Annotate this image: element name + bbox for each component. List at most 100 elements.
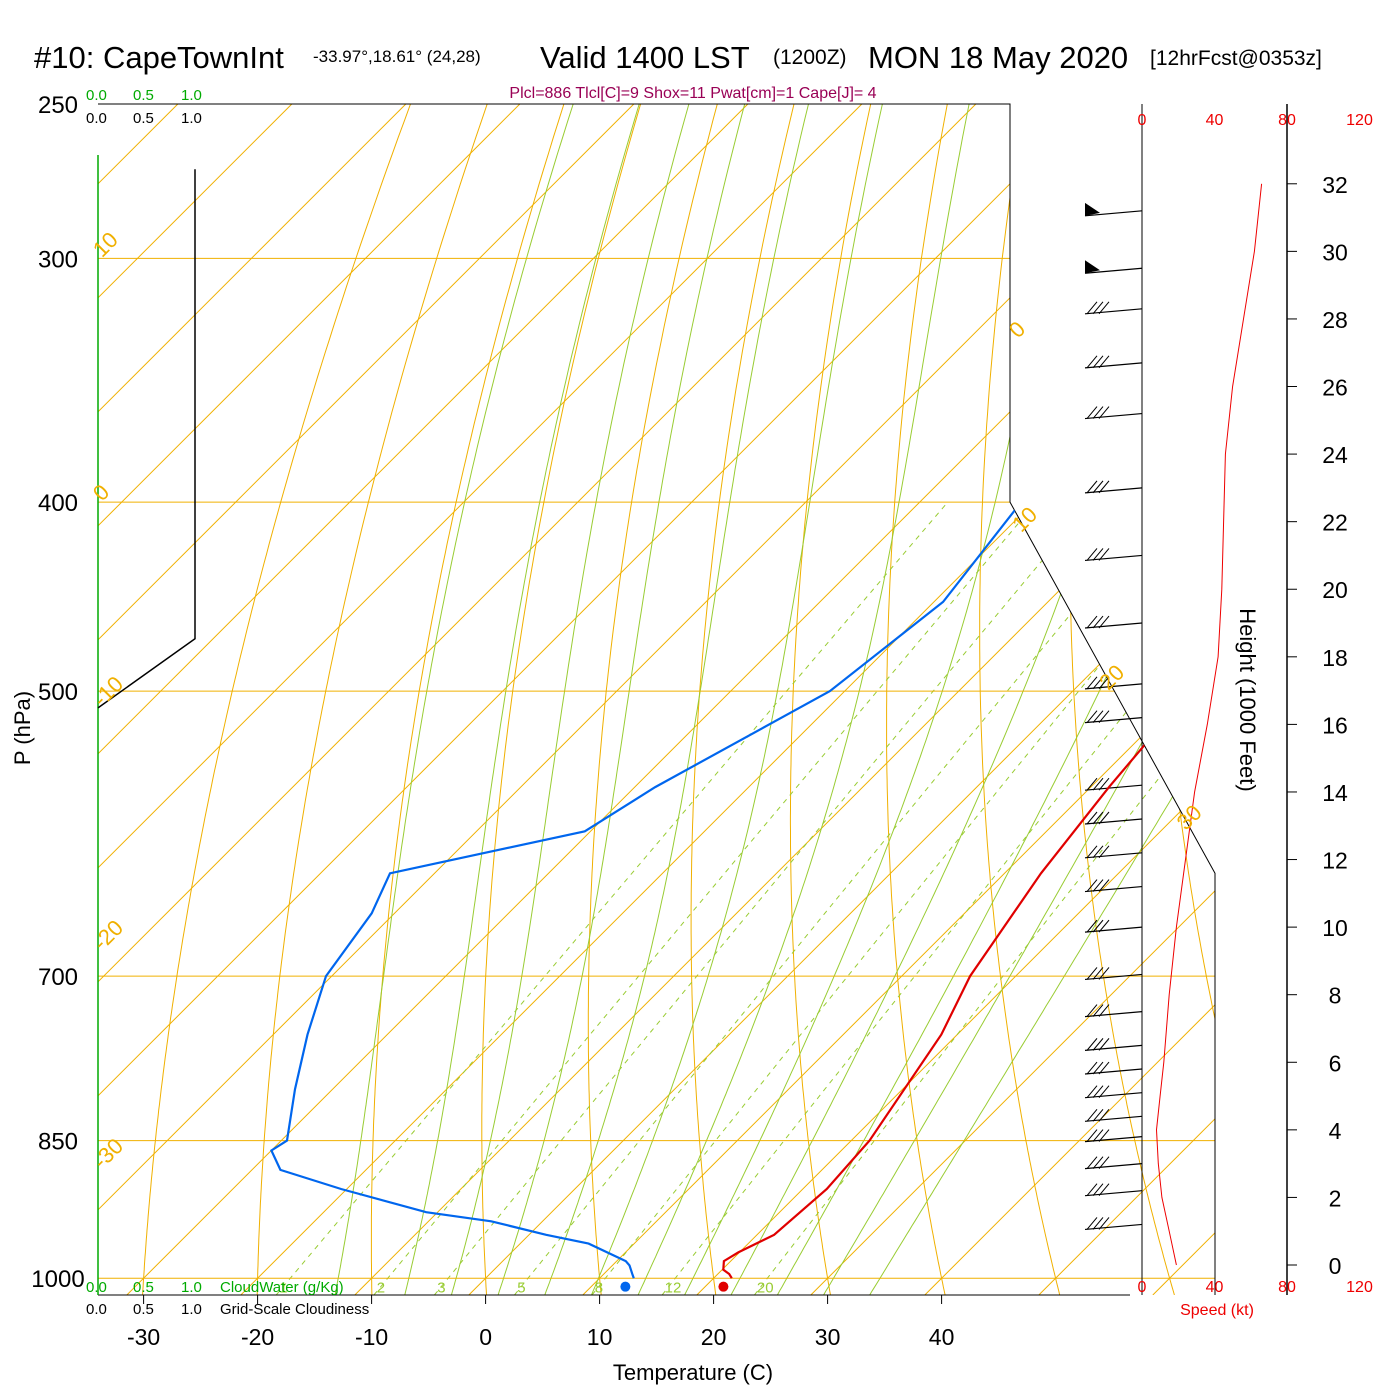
- cloudiness-bottom-0: 0.0: [86, 1301, 107, 1318]
- wind-barb: [1084, 1183, 1143, 1197]
- temperature-tick-label: 20: [701, 1324, 727, 1350]
- isobar-lines: [98, 104, 1215, 1279]
- isotherm-line: [1038, 104, 1215, 1295]
- isotherm-lines: [98, 104, 1215, 1295]
- surface-dewpoint-marker: [620, 1281, 631, 1292]
- cloudwater-top-0: 0.0: [86, 87, 107, 104]
- cloudiness-line: [97, 169, 196, 709]
- speed-tick-label-bottom: 0: [1138, 1279, 1147, 1296]
- height-tick-label: 2: [1329, 1185, 1342, 1211]
- cloudiness-profile: [97, 169, 196, 709]
- height-tick-label: 4: [1329, 1118, 1342, 1144]
- pressure-tick-label: 250: [38, 92, 78, 119]
- height-tick-label: 32: [1322, 172, 1348, 198]
- height-axis-title: Height (1000 Feet): [1235, 608, 1260, 791]
- height-tick-label: 28: [1322, 307, 1348, 333]
- isotherm-line: [98, 104, 1205, 1295]
- pressure-tick-label: 850: [38, 1129, 78, 1156]
- dry-adiabat-line: [142, 104, 411, 1295]
- wind-barb: [1084, 480, 1143, 494]
- cloudwater-bottom-05: 0.5: [133, 1279, 154, 1296]
- height-tick-label: 0: [1329, 1253, 1342, 1279]
- height-tick-label: 12: [1322, 848, 1348, 874]
- isotherm-label: 0: [1004, 316, 1030, 342]
- pressure-tick-label: 400: [38, 490, 78, 517]
- frame-right-edge: [98, 103, 1216, 1295]
- dry-adiabat-line: [690, 104, 795, 1295]
- isotherm-line: [98, 104, 1091, 1295]
- pressure-tick-label: 1000: [31, 1266, 84, 1293]
- speed-tick-label-bottom: 80: [1278, 1279, 1296, 1296]
- temperature-line: [722, 168, 1215, 1279]
- dry-adiabat-line: [1325, 104, 1400, 1295]
- mixing-ratio-lines: [275, 501, 1215, 1295]
- mixing-ratio-line: [275, 501, 949, 1295]
- isotherm-label: -20: [88, 915, 128, 955]
- mixing-ratio-label: 1: [279, 1280, 287, 1297]
- station-title: #10: CapeTownInt: [34, 40, 284, 75]
- speed-tick-label-top: 80: [1278, 112, 1296, 129]
- valid-time: Valid 1400 LST: [540, 40, 750, 75]
- moist-adiabat-line: [808, 104, 1215, 1295]
- isotherm-line: [98, 104, 749, 1295]
- temperature-tick-label: 40: [929, 1324, 955, 1350]
- wind-barb: [1084, 301, 1143, 315]
- wind-barb: [1084, 1129, 1143, 1143]
- pressure-tick-label: 300: [38, 246, 78, 273]
- isotherm-label: -30: [88, 1133, 128, 1173]
- wind-barb: [1084, 710, 1143, 724]
- cloudwater-top-05: 0.5: [133, 87, 154, 104]
- temperature-tick-label: -10: [355, 1324, 388, 1350]
- wind-barb: [1084, 406, 1143, 420]
- wind-barb: [1084, 1156, 1143, 1170]
- forecast-date: MON 18 May 2020: [868, 40, 1128, 75]
- wind-barb: [1084, 777, 1143, 791]
- temperature-tick-label: -30: [127, 1324, 160, 1350]
- cloudiness-top-05: 0.5: [133, 110, 154, 127]
- temperature-tick-label: 30: [815, 1324, 841, 1350]
- moist-adiabat-line: [398, 104, 640, 1295]
- mixing-ratio-label: 3: [437, 1280, 445, 1297]
- speed-tick-label-top: 40: [1206, 112, 1224, 129]
- mixing-ratio-line: [514, 501, 1164, 1295]
- wind-barbs: [1084, 202, 1143, 1231]
- height-tick-label: 10: [1322, 915, 1348, 941]
- mixing-ratio-line: [591, 501, 1215, 1295]
- dry-adiabat-line: [481, 104, 642, 1295]
- height-tick-label: 24: [1322, 442, 1348, 468]
- speed-axis-title: Speed (kt): [1180, 1302, 1254, 1319]
- isotherm-line: [98, 104, 635, 1295]
- moist-adiabat-lines: [329, 104, 1215, 1295]
- wind-speed-line: [1155, 183, 1263, 1266]
- wind-barb: [1084, 1004, 1143, 1018]
- height-tick-label: 6: [1329, 1050, 1342, 1076]
- wind-barb: [1084, 202, 1143, 217]
- wind-barb: [1084, 1217, 1143, 1231]
- wind-barb: [1084, 548, 1143, 562]
- isotherm-line: [98, 104, 521, 1295]
- cloudiness-top-0: 0.0: [86, 110, 107, 127]
- cloudiness-legend: Grid-Scale Cloudiness: [220, 1301, 369, 1318]
- wind-barb: [1084, 615, 1143, 629]
- moist-adiabat-line: [671, 104, 1072, 1295]
- mixing-ratio-label: 5: [517, 1280, 525, 1297]
- speed-tick-label-top: 0: [1138, 112, 1147, 129]
- pressure-tick-label: 700: [38, 964, 78, 991]
- mixing-ratio-label: 2: [377, 1280, 385, 1297]
- cloudiness-top-1: 1.0: [181, 110, 202, 127]
- isotherm-line: [98, 104, 977, 1295]
- isotherm-label: 10: [88, 227, 123, 262]
- temperature-tick-label: 0: [479, 1324, 492, 1350]
- speed-tick-label-bottom: 120: [1346, 1279, 1373, 1296]
- isotherm-line: [582, 104, 1215, 1295]
- mixing-ratio-label: 8: [595, 1280, 603, 1297]
- y-axis-title: P (hPa): [10, 691, 35, 765]
- dry-adiabat-line: [370, 104, 565, 1295]
- cloudiness-bottom-05: 0.5: [133, 1301, 154, 1318]
- wind-barb: [1084, 355, 1143, 369]
- moist-adiabat-line: [580, 104, 883, 1295]
- cloudwater-legend: CloudWater (g/Kg): [220, 1279, 344, 1296]
- isotherm-line: [1152, 104, 1215, 1295]
